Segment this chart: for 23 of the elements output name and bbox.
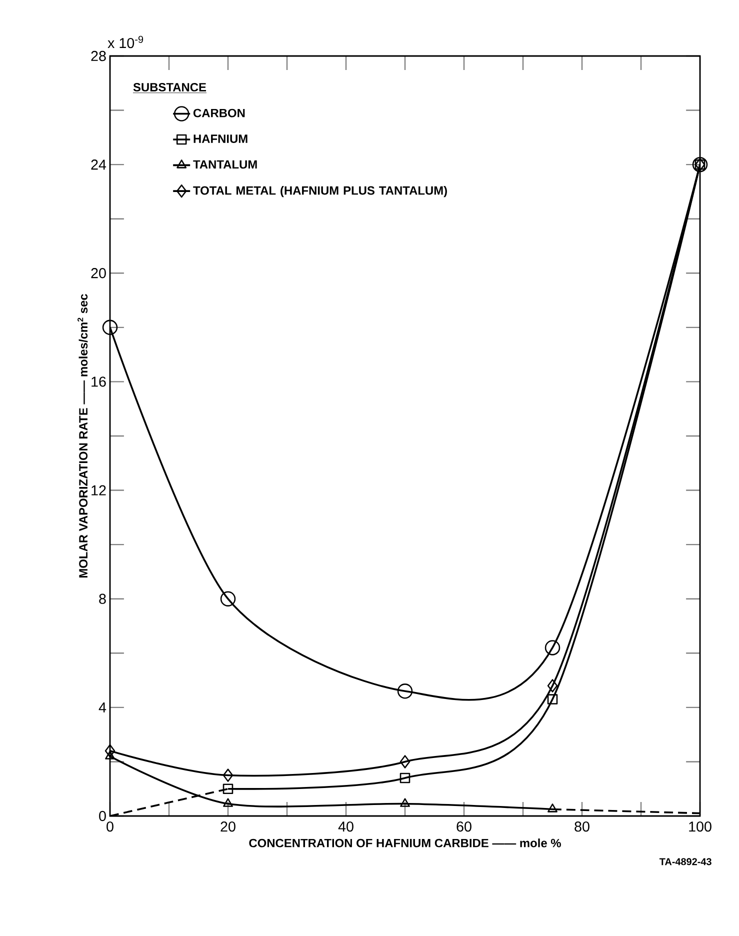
legend-label: HAFNIUM [194, 134, 248, 143]
y-tick-label: 16 [92, 376, 106, 387]
y-tick-label: 20 [91, 268, 106, 278]
x-axis-title: CONCENTRATION OF HAFNIUM CARBIDE —— mole % [249, 838, 561, 848]
y-tick-label: 12 [92, 485, 106, 496]
x-tick-label: 40 [338, 822, 354, 832]
y-tick-label: 8 [99, 594, 106, 604]
legend-label: TANTALUM [193, 160, 257, 169]
text: x 10$^{-9}$ [108, 36, 144, 48]
y-tick-label: 24 [91, 160, 106, 170]
y-axis-title: MOLAR VAPORIZATION RATE —— moles/cm$^{2}$ sec [78, 294, 88, 578]
y-tick-label: 0 [99, 810, 106, 822]
y-tick-label: 28 [91, 50, 106, 62]
legend-label: CARBON [193, 108, 245, 118]
legend-label: TOTAL METAL (HAFNIUM PLUS TANTALUM) [193, 186, 447, 198]
x-tick-label: 20 [220, 822, 236, 832]
x-tick-label: 60 [456, 822, 472, 832]
text: TA-4892-43 [659, 858, 712, 866]
legend-title: SUBSTANCE [133, 82, 206, 92]
y-tick-label: 4 [98, 702, 106, 712]
x-tick-label: 80 [574, 822, 590, 832]
x-tick-label: 100 [689, 822, 712, 832]
x-tick-label: 0 [106, 822, 114, 832]
